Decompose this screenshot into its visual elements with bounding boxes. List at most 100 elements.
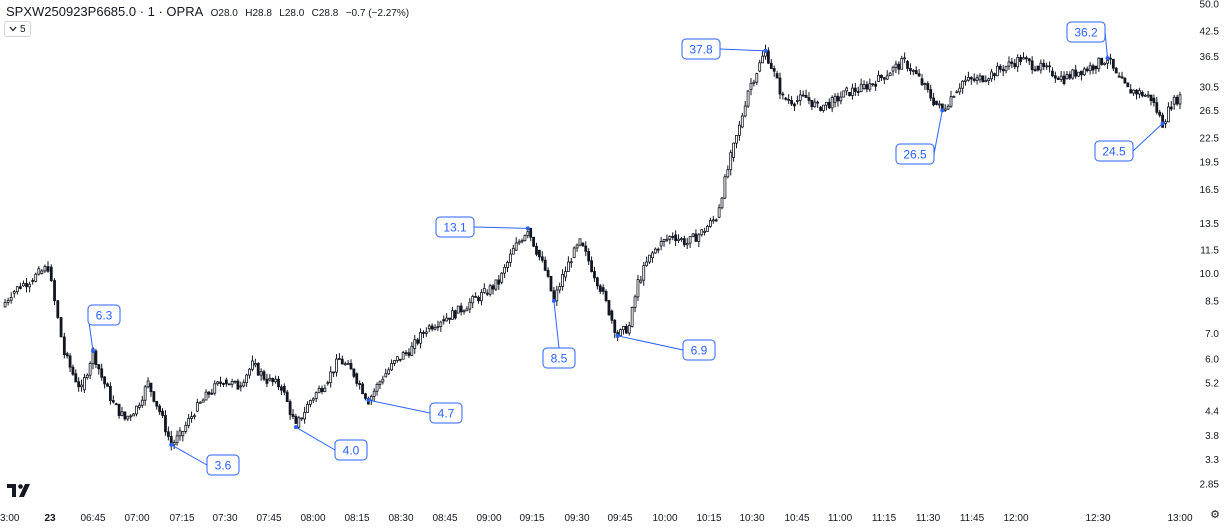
candle (674, 230, 678, 247)
price-callout[interactable]: 6.3 (87, 304, 121, 354)
candle (656, 247, 660, 254)
candle (946, 104, 950, 110)
candle (1010, 57, 1014, 69)
price-callout[interactable]: 3.6 (169, 442, 240, 476)
price-callout[interactable]: 36.2 (1066, 21, 1110, 61)
candle (306, 401, 309, 413)
candle (216, 380, 220, 386)
time-tick-label: 10:45 (784, 513, 809, 524)
candle (1103, 62, 1107, 66)
candle (865, 81, 869, 93)
candle (242, 379, 246, 388)
candle (404, 350, 408, 356)
candle (46, 261, 50, 273)
time-axis[interactable]: 3:00 23 06:45 07:00 07:15 07:30 07:45 08:00 08:1… (0, 513, 1193, 524)
candle (772, 65, 776, 77)
candle (169, 430, 173, 451)
time-tick-label: 11:00 (828, 513, 853, 524)
candle (195, 398, 199, 413)
candle (749, 77, 753, 96)
price-axis[interactable]: 50.0 42.5 36.5 30.5 26.5 22.5 19.5 16.5 13.5 11.5… (1200, 0, 1220, 490)
candle (943, 104, 947, 113)
candle (575, 243, 579, 252)
candle (349, 359, 353, 370)
candle (34, 272, 38, 283)
high-label: H (245, 8, 253, 19)
candle (43, 264, 47, 274)
candle (448, 317, 451, 324)
candle (636, 274, 640, 301)
candle (468, 298, 472, 314)
price-callout[interactable]: 13.1 (435, 216, 530, 238)
candle (697, 233, 701, 248)
candle (1175, 94, 1179, 106)
candle (798, 90, 802, 106)
price-callout[interactable]: 4.0 (293, 425, 368, 461)
candle (1016, 54, 1020, 72)
candle (77, 377, 81, 392)
candle (833, 93, 837, 108)
candle (877, 70, 880, 82)
candle (1051, 67, 1054, 78)
candle (1027, 57, 1031, 66)
candle (25, 277, 28, 293)
candle (639, 275, 643, 284)
candle (88, 361, 92, 380)
candle (416, 338, 420, 346)
candle (790, 95, 793, 107)
candle (604, 289, 608, 303)
candle (111, 395, 115, 404)
candle (909, 63, 912, 75)
candle (1143, 93, 1147, 97)
candle (1082, 66, 1086, 76)
candle (700, 229, 704, 237)
price-tick-label: 7.0 (1205, 329, 1219, 340)
candle (1120, 71, 1124, 79)
price-callout[interactable]: 6.9 (615, 333, 716, 361)
symbol-title[interactable]: SPXW250923P6685.0 · 1 · OPRA (6, 4, 204, 19)
price-callout[interactable]: 8.5 (542, 298, 576, 369)
time-tick-label: 09:30 (564, 513, 589, 524)
candle (137, 402, 141, 410)
candle (932, 92, 936, 107)
candle (285, 389, 289, 403)
candle (1022, 52, 1025, 60)
candle (251, 355, 254, 372)
candle (897, 61, 901, 75)
candle (482, 283, 486, 294)
price-callout[interactable]: 24.5 (1094, 121, 1165, 162)
price-callout[interactable]: 4.7 (366, 398, 463, 424)
candle (1004, 65, 1008, 74)
candle (711, 215, 715, 224)
candle (71, 364, 75, 376)
candle (187, 413, 191, 429)
candle (978, 73, 982, 83)
candle (1132, 89, 1136, 96)
time-tick-label: 3:00 (0, 513, 20, 524)
price-tick-label: 16.5 (1200, 185, 1220, 196)
time-tick-label: 06:45 (80, 513, 105, 524)
candle (624, 323, 628, 334)
price-callout[interactable]: 37.8 (681, 38, 768, 60)
candle (477, 295, 480, 304)
candle (343, 361, 347, 366)
callout-anchor-dot (293, 425, 298, 430)
price-callout[interactable]: 26.5 (895, 108, 945, 165)
candle (555, 285, 559, 306)
candle (204, 389, 208, 401)
candle (337, 353, 341, 360)
candle (1007, 56, 1011, 70)
candle (271, 377, 275, 386)
candle (868, 78, 872, 92)
candle (926, 81, 930, 93)
candle (569, 257, 573, 268)
candle (49, 264, 53, 282)
candle (1135, 89, 1138, 100)
candle (990, 69, 993, 82)
chart-settings-gear-icon[interactable]: ⚙ (1210, 509, 1220, 521)
candle (184, 421, 188, 434)
candle (935, 100, 938, 106)
candle (245, 373, 249, 387)
indicators-toggle-button[interactable]: 5 (4, 21, 31, 37)
